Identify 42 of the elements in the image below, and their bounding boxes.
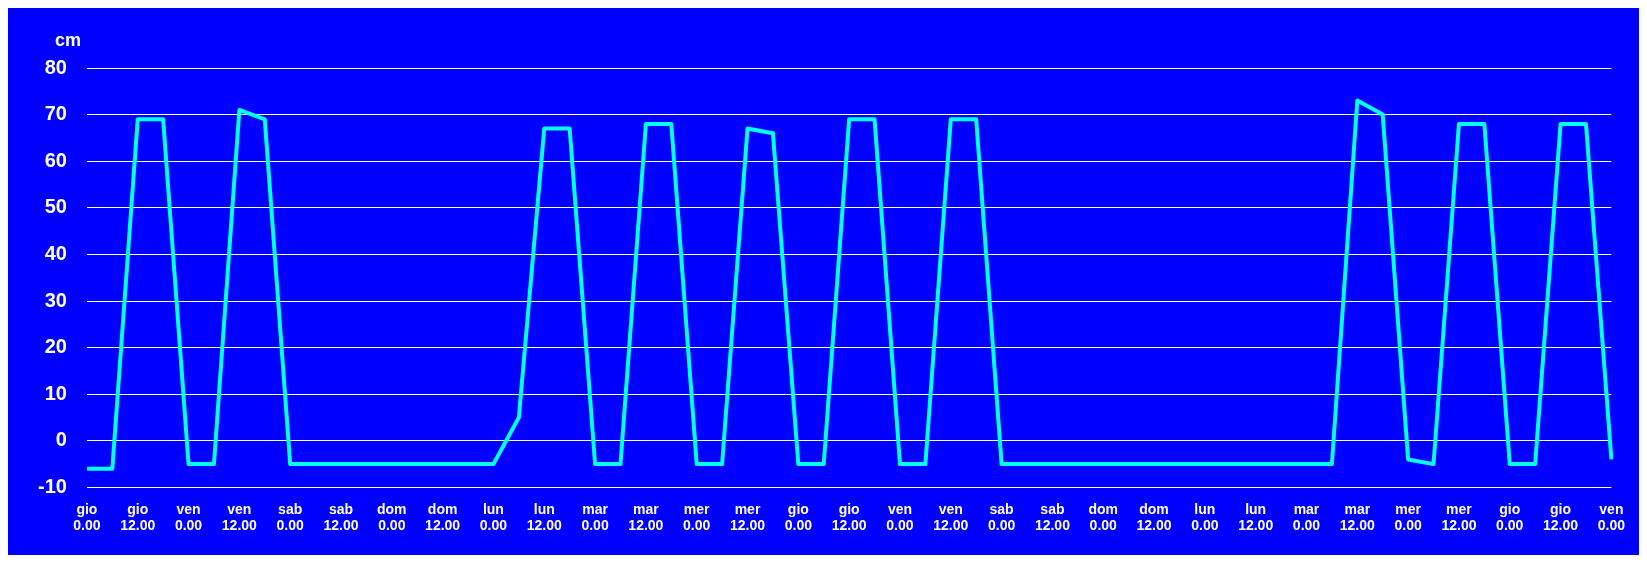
y-tick-label: 40	[44, 241, 67, 264]
y-tick-label: 10	[44, 381, 67, 404]
y-axis-title: cm	[54, 29, 82, 50]
x-tick-label: sab 0.00	[276, 500, 305, 534]
x-tick-label: lun 12.00	[1238, 500, 1274, 534]
y-tick-label: 60	[44, 148, 67, 171]
x-tick-label: lun 0.00	[1191, 500, 1219, 534]
x-tick-label: ven 0.00	[174, 500, 203, 534]
x-tick-label: gio 0.00	[1496, 500, 1524, 534]
x-tick-label: dom 0.00	[1088, 500, 1118, 534]
x-tick-label: ven 12.00	[221, 500, 258, 534]
x-tick-label: dom 12.00	[425, 500, 461, 534]
y-tick-label: 70	[44, 102, 67, 125]
x-tick-label: lun 12.00	[526, 500, 562, 534]
y-tick-label: 50	[44, 195, 67, 218]
x-tick-label: mar 12.00	[1339, 500, 1376, 534]
x-tick-label: mer 12.00	[729, 500, 766, 534]
x-tick-label: gio 12.00	[831, 500, 867, 534]
x-tick-label: gio 12.00	[120, 500, 156, 534]
y-tick-label: 20	[44, 335, 67, 358]
x-tick-label: ven 12.00	[933, 500, 969, 534]
y-tick-label: 0	[55, 428, 67, 451]
y-tick-label: -10	[38, 474, 67, 497]
x-tick-label: mar 0.00	[581, 500, 609, 534]
x-tick-label: sab 0.00	[987, 500, 1016, 534]
x-tick-label: mer 0.00	[683, 500, 711, 534]
x-tick-label: gio 12.00	[1543, 500, 1579, 534]
x-tick-label: gio 0.00	[784, 500, 813, 534]
x-tick-label: mar 12.00	[628, 500, 664, 534]
x-tick-label: dom 0.00	[377, 500, 407, 534]
x-tick-label: sab 12.00	[323, 500, 359, 534]
x-tick-label: dom 12.00	[1136, 500, 1172, 534]
x-tick-label: mar 0.00	[1292, 500, 1321, 534]
y-tick-label: 80	[44, 55, 67, 78]
y-tick-label: 30	[44, 288, 67, 311]
x-tick-label: ven 0.00	[1597, 500, 1626, 534]
x-tick-label: lun 0.00	[479, 500, 508, 534]
x-tick-label: sab 12.00	[1034, 500, 1071, 534]
x-tick-label: mer 12.00	[1441, 500, 1477, 534]
x-tick-label: mer 0.00	[1394, 500, 1422, 534]
x-tick-label: ven 0.00	[886, 500, 914, 534]
x-tick-label: gio 0.00	[73, 500, 101, 534]
